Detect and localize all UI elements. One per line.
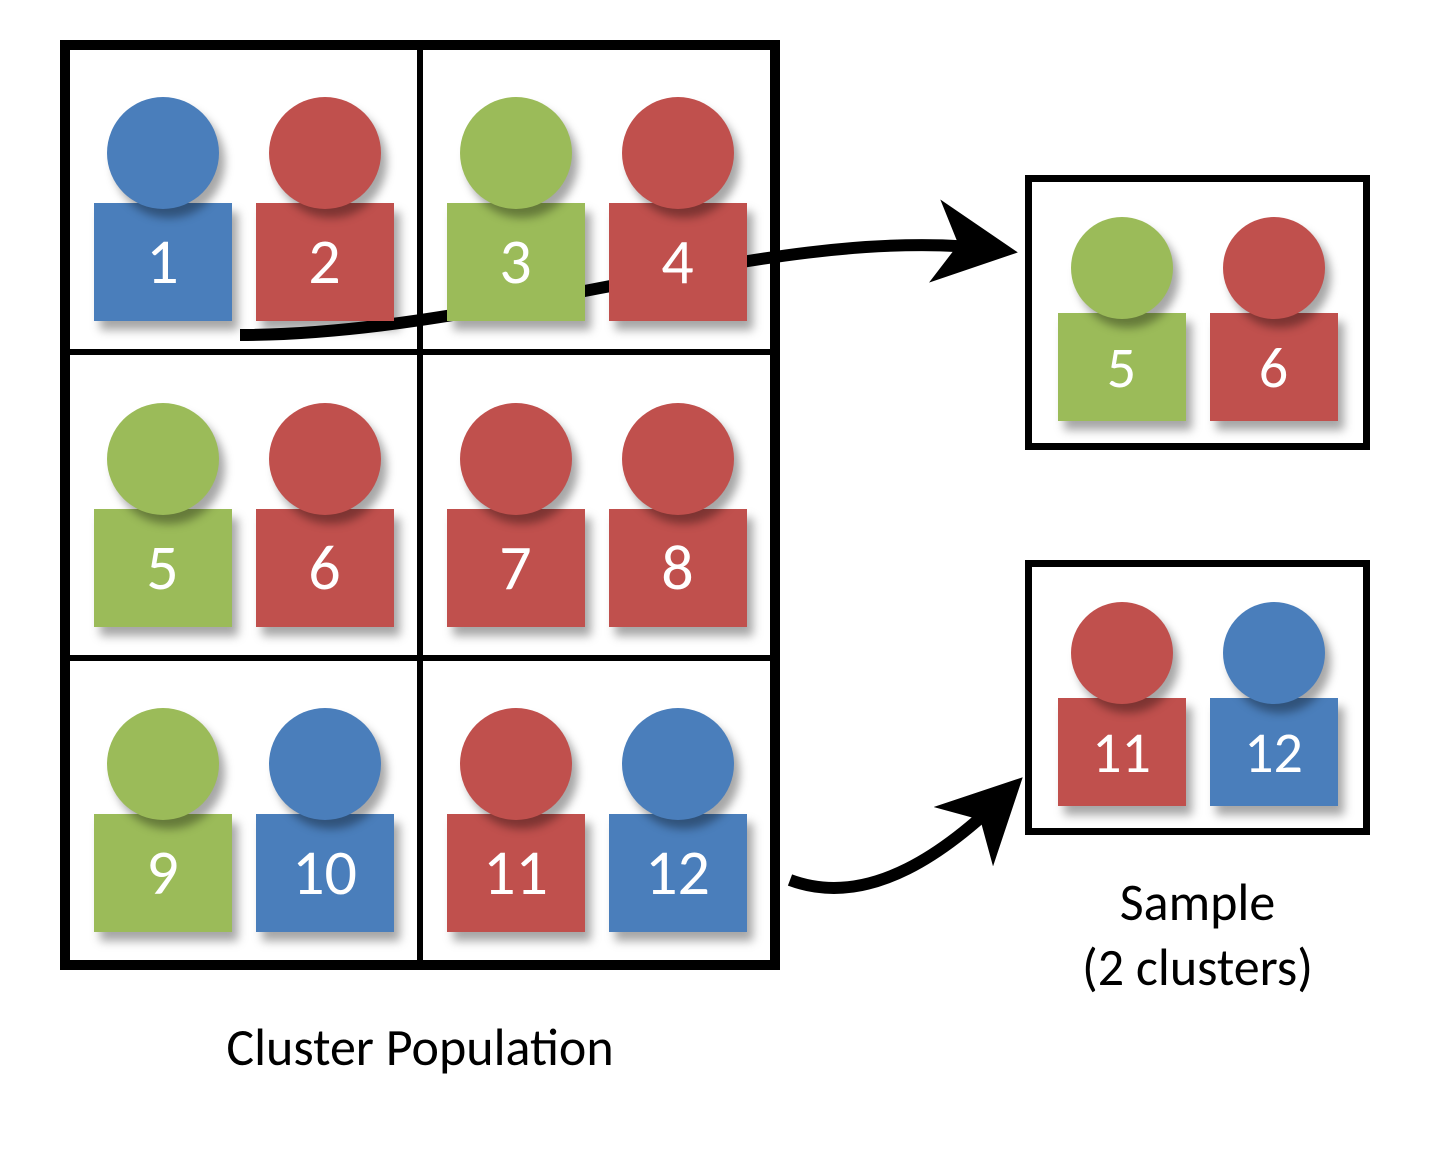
person-icon: 9 bbox=[94, 708, 232, 932]
person-icon: 6 bbox=[256, 403, 394, 627]
person-head-icon bbox=[460, 403, 572, 515]
grid-cell: 12 bbox=[67, 47, 420, 352]
person-body: 2 bbox=[256, 203, 394, 321]
sample-label-line2: (2 clusters) bbox=[1025, 935, 1370, 1000]
person-body: 1 bbox=[94, 203, 232, 321]
person-head-icon bbox=[460, 708, 572, 820]
grid-cell: 34 bbox=[420, 47, 773, 352]
grid-cell: 78 bbox=[420, 352, 773, 657]
person-body: 10 bbox=[256, 814, 394, 932]
arrow bbox=[790, 790, 1010, 888]
person-icon: 11 bbox=[1058, 602, 1186, 806]
person-icon: 7 bbox=[447, 403, 585, 627]
grid-cell: 910 bbox=[67, 658, 420, 963]
grid-cell: 56 bbox=[67, 352, 420, 657]
person-head-icon bbox=[269, 403, 381, 515]
person-body: 9 bbox=[94, 814, 232, 932]
population-label: Cluster Population bbox=[100, 1015, 740, 1079]
person-icon: 4 bbox=[609, 97, 747, 321]
sample-box-2: 1112 bbox=[1025, 560, 1370, 835]
person-icon: 12 bbox=[609, 708, 747, 932]
sample-label: Sample (2 clusters) bbox=[1025, 870, 1370, 1000]
person-body: 7 bbox=[447, 509, 585, 627]
person-head-icon bbox=[269, 708, 381, 820]
population-grid: 123456789101112 bbox=[60, 40, 780, 970]
diagram-canvas: 123456789101112 56 1112 Cluster Populati… bbox=[0, 0, 1440, 1173]
person-icon: 11 bbox=[447, 708, 585, 932]
person-icon: 5 bbox=[1058, 217, 1186, 421]
person-icon: 6 bbox=[1210, 217, 1338, 421]
person-head-icon bbox=[622, 708, 734, 820]
person-icon: 10 bbox=[256, 708, 394, 932]
person-head-icon bbox=[269, 97, 381, 209]
sample-box-1: 56 bbox=[1025, 175, 1370, 450]
person-head-icon bbox=[1071, 217, 1173, 319]
person-body: 12 bbox=[1210, 698, 1338, 806]
grid-cell: 1112 bbox=[420, 658, 773, 963]
person-head-icon bbox=[622, 403, 734, 515]
person-icon: 8 bbox=[609, 403, 747, 627]
person-head-icon bbox=[460, 97, 572, 209]
sample-label-line1: Sample bbox=[1025, 870, 1370, 935]
person-icon: 5 bbox=[94, 403, 232, 627]
person-icon: 2 bbox=[256, 97, 394, 321]
person-body: 5 bbox=[1058, 313, 1186, 421]
person-body: 3 bbox=[447, 203, 585, 321]
person-head-icon bbox=[622, 97, 734, 209]
person-icon: 3 bbox=[447, 97, 585, 321]
person-head-icon bbox=[107, 97, 219, 209]
person-body: 8 bbox=[609, 509, 747, 627]
person-head-icon bbox=[1071, 602, 1173, 704]
person-body: 6 bbox=[1210, 313, 1338, 421]
person-body: 11 bbox=[1058, 698, 1186, 806]
person-head-icon bbox=[107, 403, 219, 515]
person-head-icon bbox=[1223, 217, 1325, 319]
person-body: 11 bbox=[447, 814, 585, 932]
person-body: 4 bbox=[609, 203, 747, 321]
person-head-icon bbox=[1223, 602, 1325, 704]
person-head-icon bbox=[107, 708, 219, 820]
person-body: 12 bbox=[609, 814, 747, 932]
person-body: 6 bbox=[256, 509, 394, 627]
person-icon: 12 bbox=[1210, 602, 1338, 806]
person-icon: 1 bbox=[94, 97, 232, 321]
person-body: 5 bbox=[94, 509, 232, 627]
